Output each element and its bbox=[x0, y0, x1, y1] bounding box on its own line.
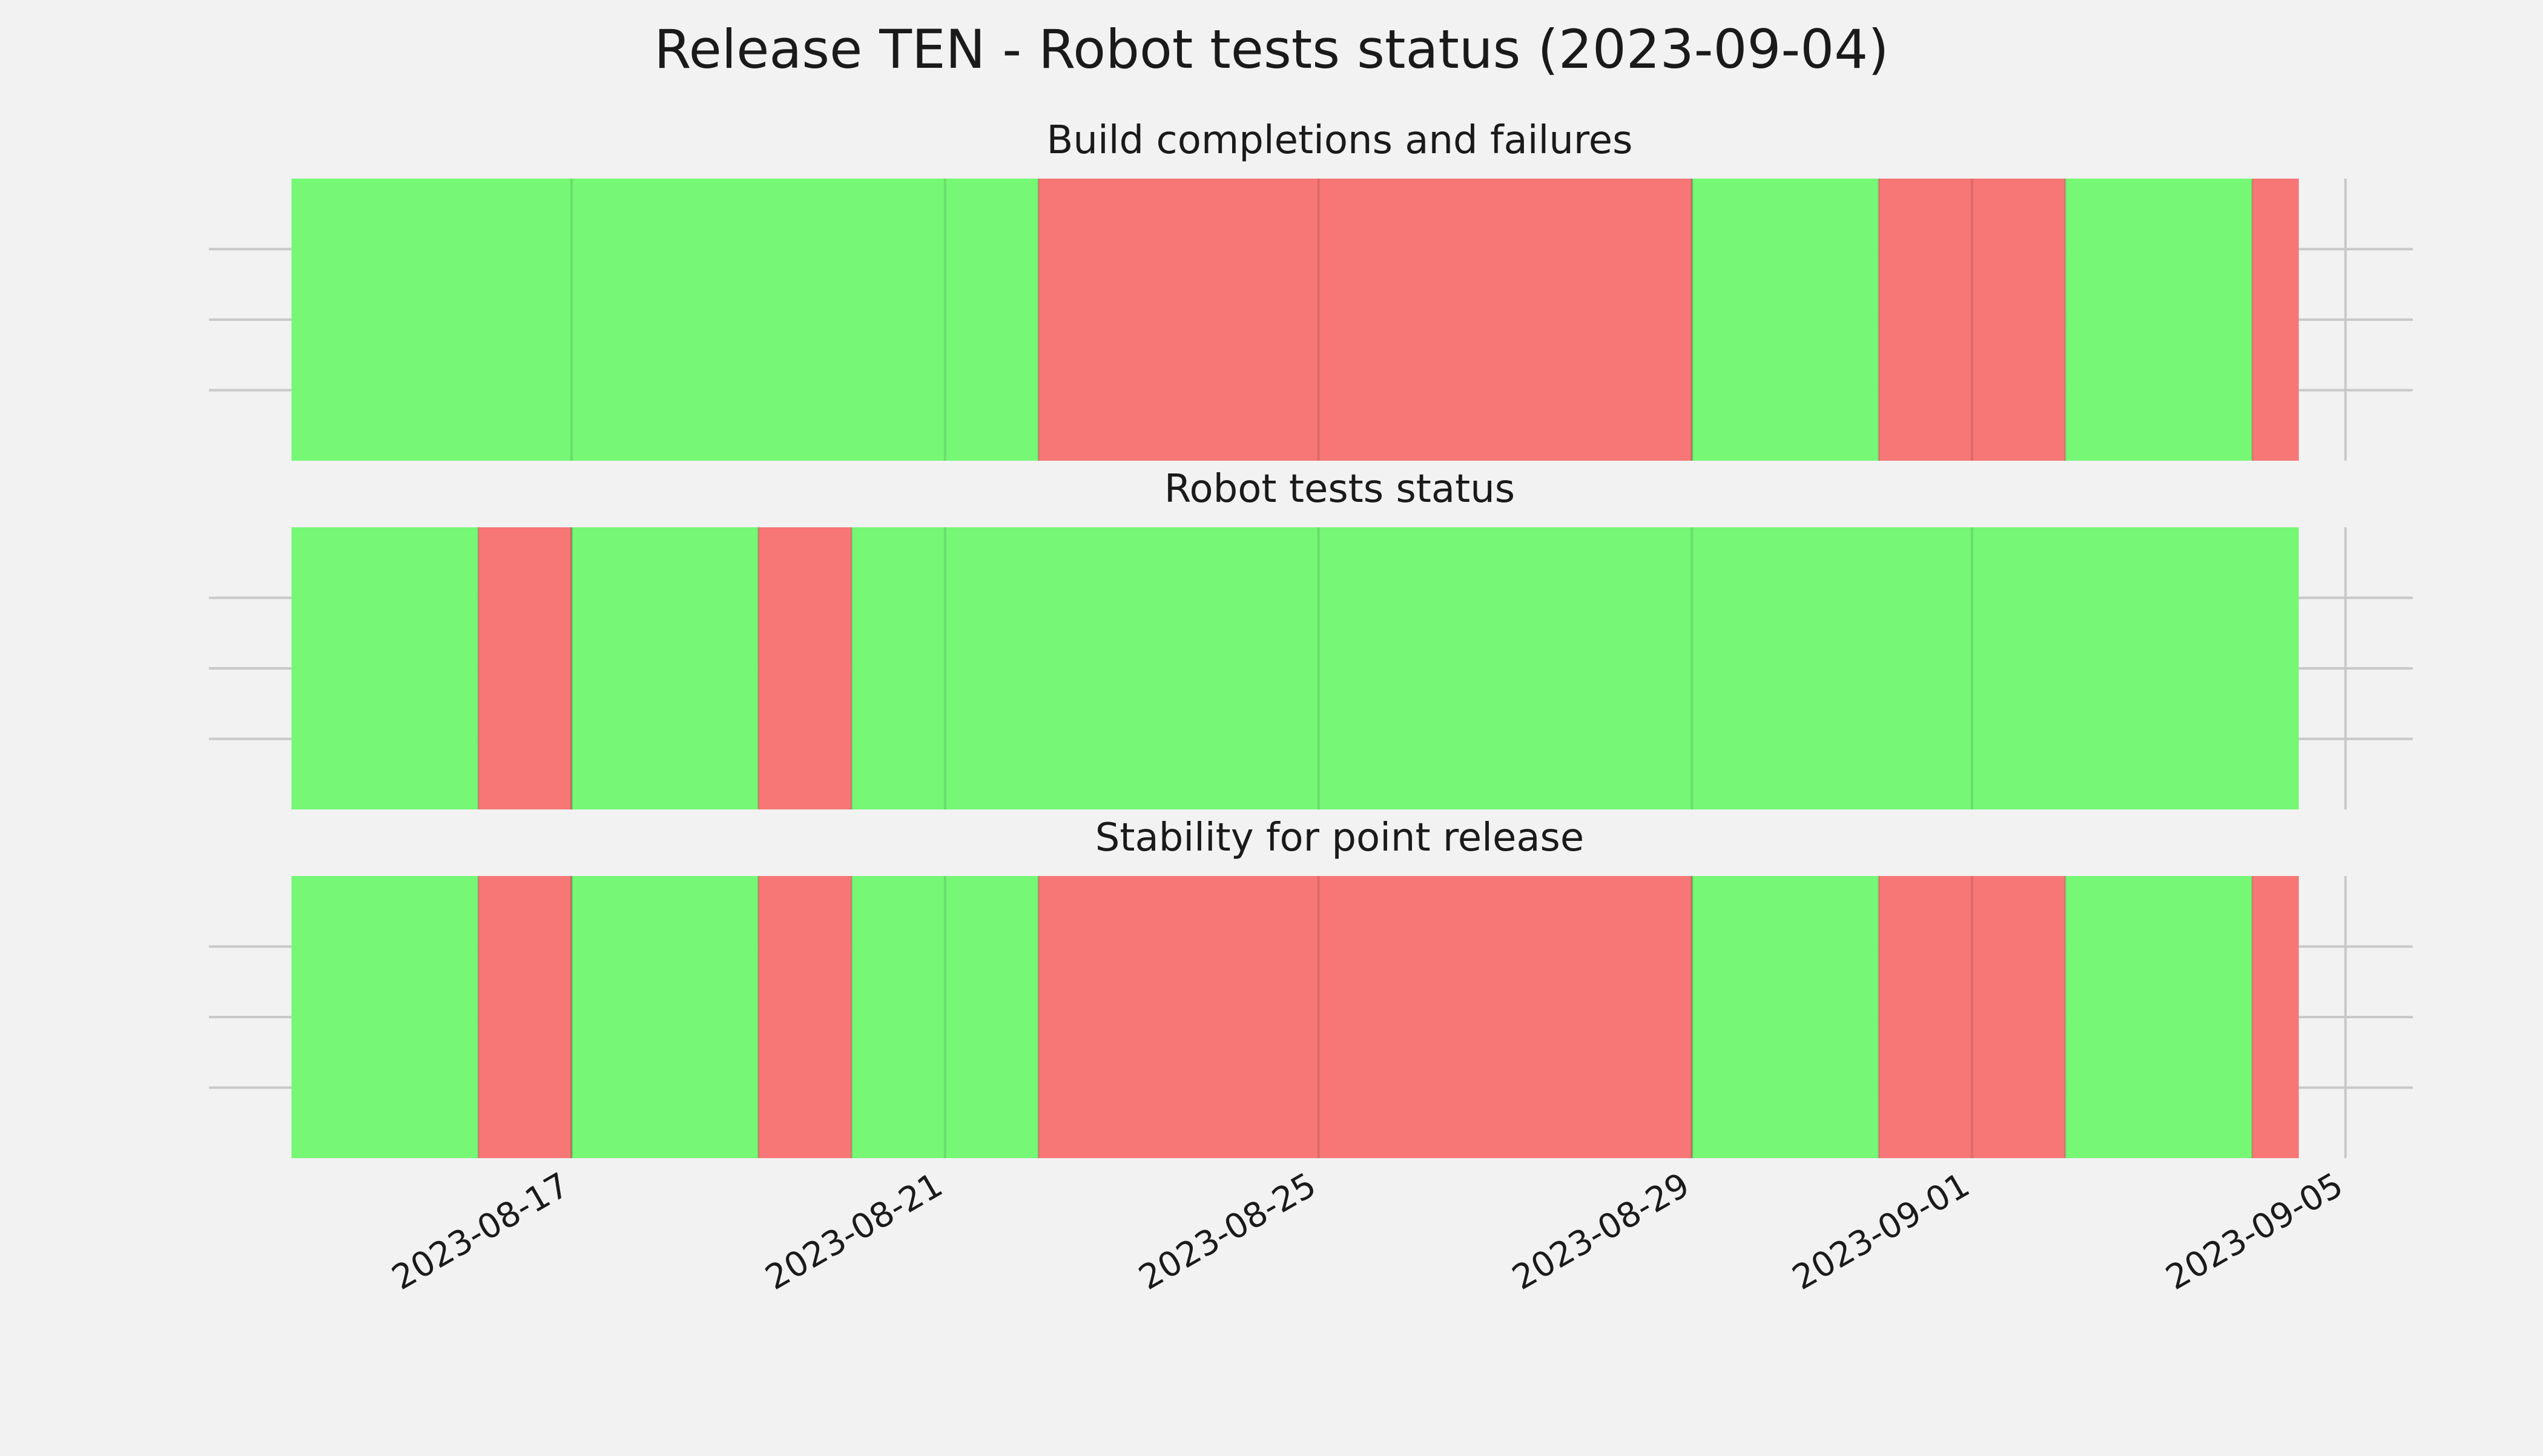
chart-title: Release TEN - Robot tests status (2023-0… bbox=[654, 18, 1888, 81]
panel-title: Stability for point release bbox=[1095, 815, 1585, 860]
panel-3: Stability for point release bbox=[209, 815, 2413, 1158]
status-segment-fail bbox=[1038, 179, 1692, 461]
status-segment-fail bbox=[1038, 876, 1692, 1158]
x-axis-ticks: 2023-08-17 2023-08-21 2023-08-25 2023-08-29… bbox=[386, 1165, 2350, 1298]
status-segment-fail bbox=[1878, 876, 2066, 1158]
x-tick-label: 2023-09-05 bbox=[2159, 1165, 2349, 1298]
status-segment-pass bbox=[572, 527, 759, 809]
status-segment-fail bbox=[478, 527, 572, 809]
panel-2: Robot tests status bbox=[209, 467, 2413, 809]
status-segment-fail bbox=[1878, 179, 2066, 461]
panel-title: Robot tests status bbox=[1164, 467, 1515, 512]
status-segment-pass bbox=[291, 527, 478, 809]
status-segment-pass bbox=[2065, 179, 2252, 461]
status-segment-pass bbox=[1692, 179, 1879, 461]
status-segment-fail bbox=[758, 876, 852, 1158]
x-tick-label: 2023-08-29 bbox=[1506, 1165, 1696, 1298]
status-segment-pass bbox=[851, 876, 1038, 1158]
x-tick-label: 2023-08-21 bbox=[759, 1165, 949, 1298]
status-segment-fail bbox=[2252, 179, 2299, 461]
panels-layer: Build completions and failures Robot test… bbox=[209, 118, 2413, 1158]
status-segment-pass bbox=[291, 876, 478, 1158]
x-tick-label: 2023-08-17 bbox=[386, 1165, 576, 1298]
panel-title: Build completions and failures bbox=[1047, 118, 1633, 163]
status-segment-pass bbox=[572, 876, 759, 1158]
status-segment-fail bbox=[2252, 876, 2299, 1158]
status-segment-pass bbox=[851, 527, 2299, 809]
x-tick-label: 2023-09-01 bbox=[1786, 1165, 1976, 1298]
status-segment-pass bbox=[1692, 876, 1879, 1158]
panel-1: Build completions and failures bbox=[209, 118, 2413, 461]
x-tick-label: 2023-08-25 bbox=[1132, 1165, 1322, 1298]
status-segment-fail bbox=[758, 527, 852, 809]
status-segment-pass bbox=[291, 179, 1038, 461]
status-segment-fail bbox=[478, 876, 572, 1158]
status-segment-pass bbox=[2065, 876, 2252, 1158]
